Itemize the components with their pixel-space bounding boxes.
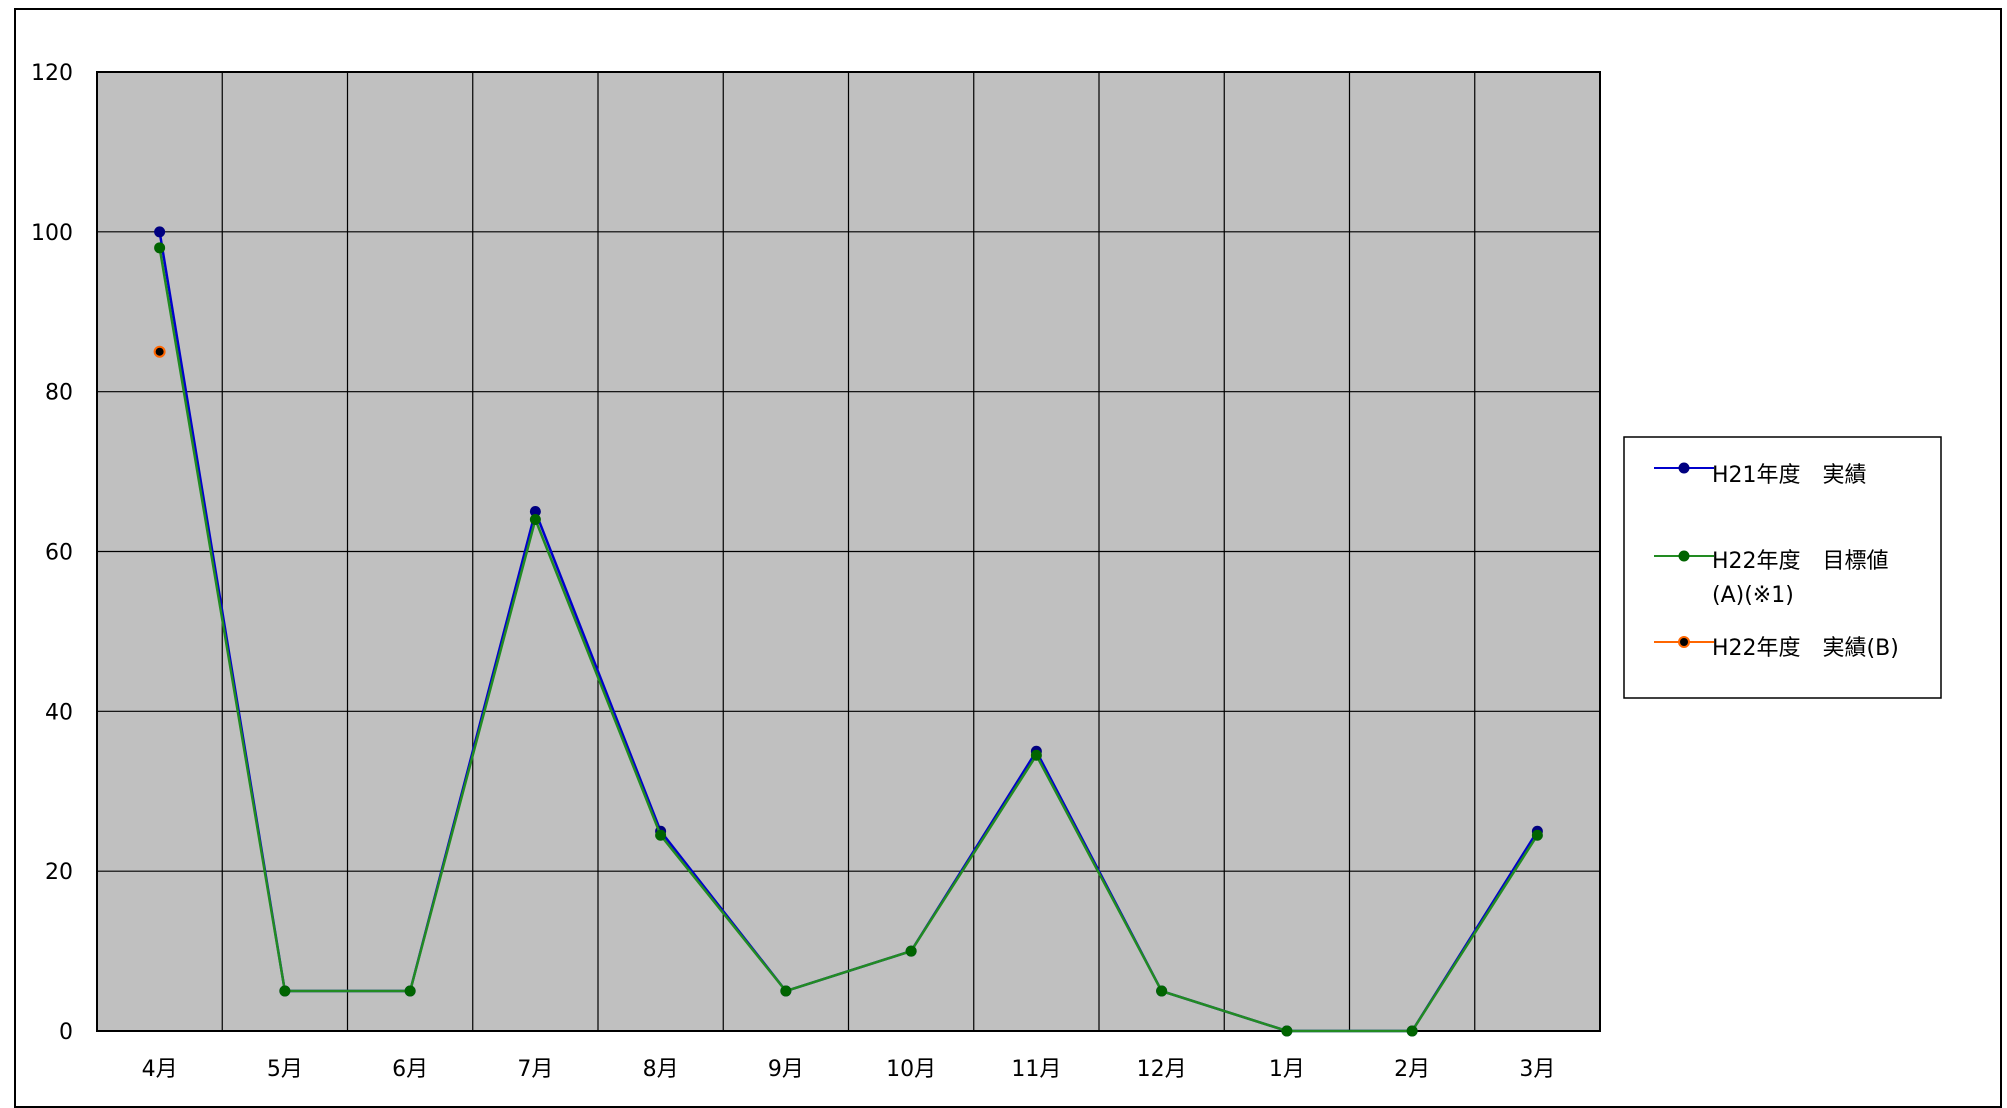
legend-box — [1623, 436, 1942, 699]
y-tick-label: 60 — [45, 541, 73, 566]
data-point — [1531, 829, 1543, 841]
x-tick-label: 3月 — [1519, 1057, 1555, 1082]
series-group — [153, 226, 1543, 1037]
x-tick-label: 7月 — [517, 1057, 553, 1082]
data-point — [1030, 749, 1042, 761]
x-tick-label: 12月 — [1137, 1057, 1187, 1082]
y-tick-label: 100 — [31, 221, 73, 246]
data-point — [1406, 1025, 1418, 1037]
legend-marker-2 — [1678, 550, 1690, 562]
data-point — [905, 945, 917, 957]
series-2 — [154, 242, 1543, 1037]
x-tick-label: 1月 — [1269, 1057, 1305, 1082]
legend-label-3: H22年度 実績(B) — [1712, 636, 1899, 661]
data-point — [153, 345, 166, 358]
x-tick-label: 2月 — [1394, 1057, 1430, 1082]
x-tick-label: 10月 — [886, 1057, 936, 1082]
y-axis-ticks: 0 20 40 60 80 100 120 — [31, 61, 73, 1045]
y-tick-label: 0 — [59, 1020, 73, 1045]
y-tick-label: 80 — [45, 381, 73, 406]
y-tick-label: 40 — [45, 700, 73, 725]
data-point — [655, 829, 667, 841]
legend-label-1: H21年度 実績 — [1712, 463, 1867, 488]
grid-lines — [97, 71, 1600, 1032]
y-tick-label: 120 — [31, 61, 73, 86]
data-point — [404, 985, 416, 997]
x-tick-label: 9月 — [768, 1057, 804, 1082]
data-point — [1281, 1025, 1293, 1037]
x-tick-label: 11月 — [1011, 1057, 1061, 1082]
legend-label-2-line2: (A)(※1) — [1712, 583, 1794, 608]
series-line — [158, 247, 1539, 1033]
x-tick-label: 8月 — [643, 1057, 679, 1082]
legend-marker-3 — [1678, 636, 1690, 648]
x-axis-ticks: 4月 5月 6月 7月 8月 9月 10月 11月 12月 1月 2月 3月 — [142, 1057, 1556, 1082]
x-tick-label: 6月 — [392, 1057, 428, 1082]
data-point — [529, 514, 541, 526]
data-point — [780, 985, 792, 997]
series-3 — [153, 345, 166, 358]
legend-label-2: H22年度 目標値 — [1712, 549, 1889, 574]
y-tick-label: 20 — [45, 860, 73, 885]
data-point — [154, 226, 166, 238]
data-point — [1156, 985, 1168, 997]
data-point — [279, 985, 291, 997]
data-point — [154, 242, 166, 254]
x-tick-label: 4月 — [142, 1057, 178, 1082]
legend-marker-1 — [1678, 462, 1690, 474]
legend: H21年度 実績 H22年度 目標値 (A)(※1) H22年度 実績(B) — [1623, 436, 1942, 699]
x-tick-label: 5月 — [267, 1057, 303, 1082]
